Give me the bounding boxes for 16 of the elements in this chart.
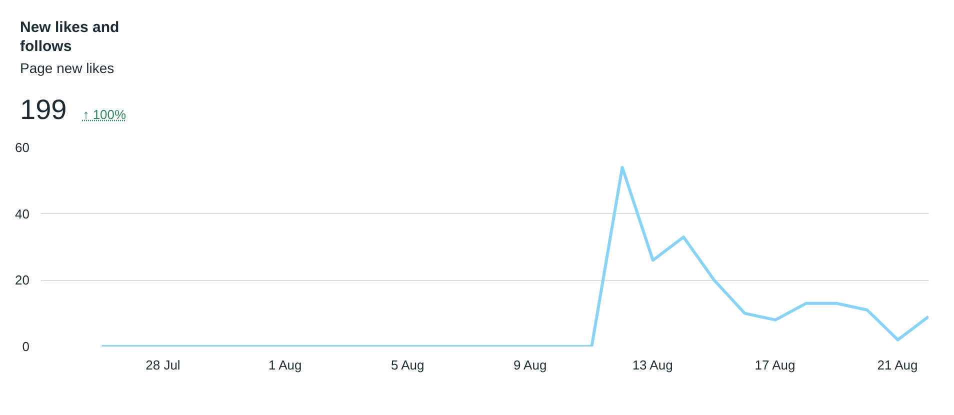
text: ↑ 100%: [82, 107, 126, 122]
line-series: [100, 166, 928, 346]
chart-title: New likes and follows: [20, 18, 120, 56]
x-tick-label: 9 Aug: [513, 358, 547, 372]
text: 199: [20, 94, 67, 125]
y-tick-label: 40: [15, 206, 30, 222]
x-tick-label: 17 Aug: [754, 358, 796, 372]
y-tick-label: 20: [15, 272, 30, 288]
y-tick-label: 0: [22, 339, 30, 354]
x-tick-label: 1 Aug: [268, 358, 302, 372]
x-tick-label: 5 Aug: [390, 358, 424, 372]
y-tick-label: 60: [15, 140, 30, 155]
chart-subtitle: Page new likes: [20, 59, 116, 78]
x-tick-label: 13 Aug: [632, 358, 673, 372]
x-tick-label: 21 Aug: [877, 358, 918, 372]
x-tick-label: 28 Jul: [146, 358, 180, 372]
